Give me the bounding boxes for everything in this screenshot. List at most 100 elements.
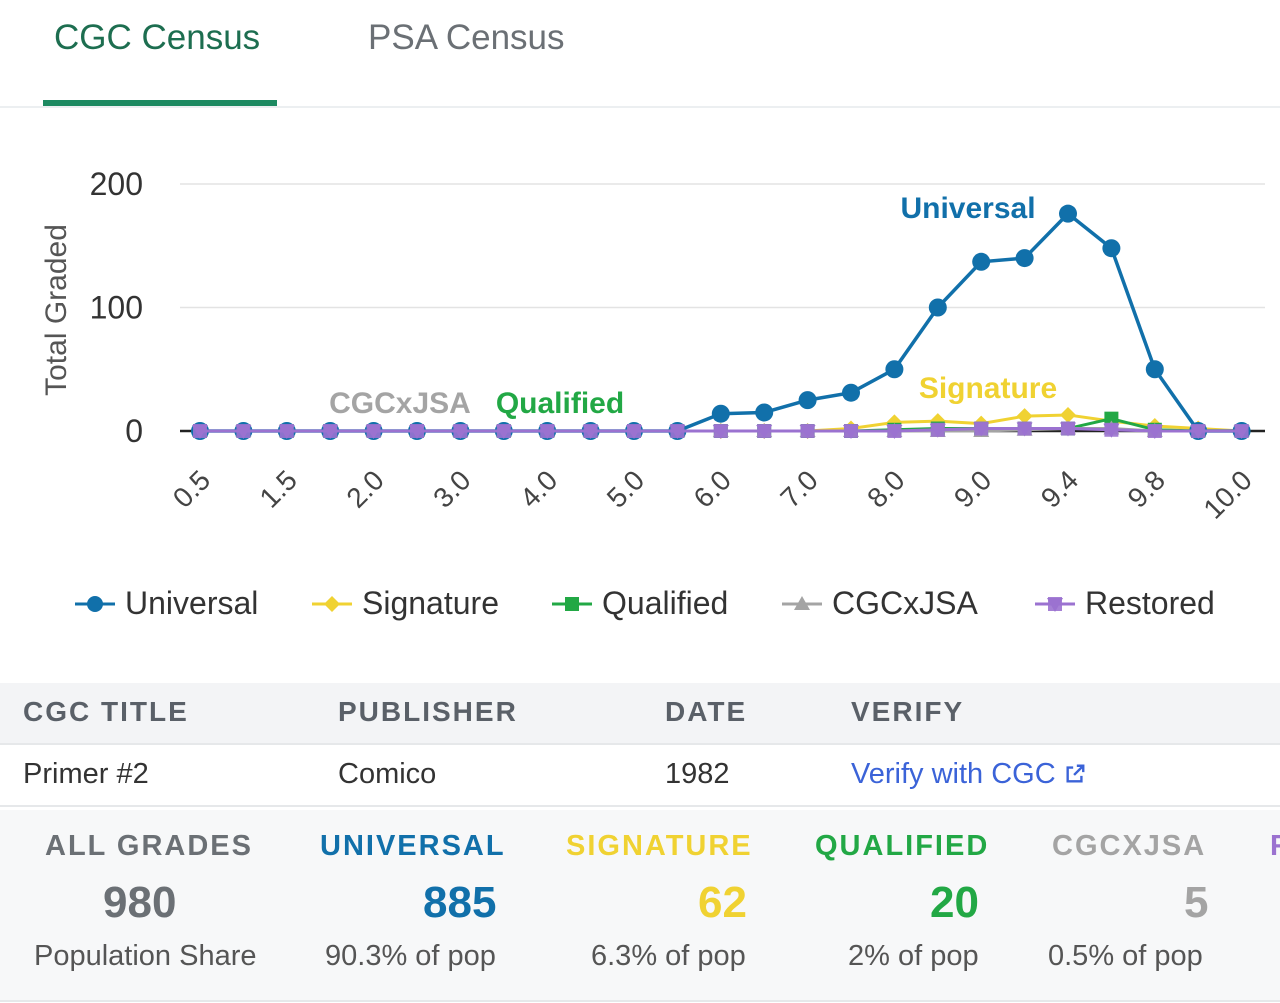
data-point-restored[interactable] <box>929 422 946 438</box>
stat-value: 62 <box>698 878 747 927</box>
data-point-signature[interactable] <box>1016 408 1033 425</box>
header-publisher: PUBLISHER <box>338 696 518 727</box>
data-point-restored[interactable] <box>582 424 599 439</box>
data-point-restored[interactable] <box>495 424 512 439</box>
data-point-restored[interactable] <box>799 424 816 439</box>
data-point-universal[interactable] <box>1145 360 1164 379</box>
data-point-restored[interactable] <box>365 424 382 439</box>
data-point-restored[interactable] <box>756 424 773 439</box>
stat-share: 0.5% of pop <box>1048 940 1203 972</box>
data-point-restored[interactable] <box>322 424 339 439</box>
y-axis-label: Total Graded <box>40 224 73 396</box>
data-point-universal[interactable] <box>972 252 991 271</box>
data-point-restored[interactable] <box>539 424 556 439</box>
stat-value: 980 <box>103 878 177 927</box>
cell-title: Primer #2 <box>23 758 149 790</box>
table-header: CGC TITLE PUBLISHER DATE VERIFY <box>0 683 1280 745</box>
x-tick-label: 4.0 <box>514 464 563 513</box>
header-cgc-title: CGC TITLE <box>23 696 189 727</box>
legend-marker-icon <box>1035 596 1075 612</box>
stat-share: 6.3% of pop <box>591 940 746 972</box>
data-point-signature[interactable] <box>1060 406 1076 423</box>
data-point-universal[interactable] <box>842 383 860 402</box>
tab-cgc-census[interactable]: CGC Census <box>54 18 261 57</box>
x-tick-label: 9.8 <box>1122 464 1171 513</box>
data-point-restored[interactable] <box>409 424 425 439</box>
data-point-universal[interactable] <box>885 360 904 379</box>
cell-publisher: Comico <box>338 758 437 790</box>
data-point-universal[interactable] <box>928 298 947 317</box>
annotation-cgcxjsa: CGCxJSA <box>329 387 471 420</box>
x-tick-label: 0.5 <box>167 464 216 513</box>
legend-marker-icon <box>75 595 115 612</box>
data-point-restored[interactable] <box>712 424 729 439</box>
data-point-restored[interactable] <box>1016 421 1033 437</box>
data-point-restored[interactable] <box>1233 424 1250 439</box>
data-point-restored[interactable] <box>452 424 469 439</box>
x-tick-label: 9.4 <box>1035 464 1084 513</box>
data-point-universal[interactable] <box>1059 204 1077 223</box>
table-row: Primer #2 Comico 1982 Verify with CGC <box>0 745 1280 807</box>
x-tick-label: 7.0 <box>774 464 823 513</box>
population-stats: ALL GRADES 980 Population Share UNIVERSAL 88… <box>0 810 1280 1002</box>
legend-label: Qualified <box>602 585 729 621</box>
legend-label: Restored <box>1085 585 1215 621</box>
data-point-restored[interactable] <box>278 424 295 439</box>
stat-share: Population Share <box>34 940 257 972</box>
x-tick-label: 5.0 <box>601 464 650 513</box>
data-point-universal[interactable] <box>1015 249 1034 268</box>
external-link-icon <box>1066 764 1085 783</box>
x-tick-label: 2.0 <box>340 464 389 513</box>
data-point-restored[interactable] <box>626 424 642 439</box>
data-point-universal[interactable] <box>755 403 774 422</box>
chart-legend: Universal Signature Qualified CGCxJSA Restor… <box>0 585 1280 635</box>
census-tabs: CGC Census PSA Census <box>0 0 1280 108</box>
legend-label: Signature <box>362 585 499 621</box>
legend-label: Universal <box>125 585 259 621</box>
legend-item-qualified[interactable]: Qualified <box>552 585 728 622</box>
y-tick-label: 0 <box>125 413 143 449</box>
legend-item-cgcxjsa[interactable]: CGCxJSA <box>782 585 978 622</box>
y-tick-label: 100 <box>90 290 143 326</box>
stat-share: 90.3% of pop <box>325 940 496 972</box>
data-point-restored[interactable] <box>1146 424 1163 439</box>
data-point-qualified[interactable] <box>1104 411 1119 426</box>
stat-value: 5 <box>1184 878 1209 927</box>
data-point-restored[interactable] <box>973 421 990 437</box>
data-point-restored[interactable] <box>235 424 252 439</box>
tab-psa-census[interactable]: PSA Census <box>368 18 565 57</box>
data-point-restored[interactable] <box>669 424 686 439</box>
stat-label: CGCXJSA <box>1052 830 1207 862</box>
cell-date: 1982 <box>665 758 730 790</box>
legend-item-restored[interactable]: Restored <box>1035 585 1215 622</box>
verify-link[interactable]: Verify with CGC <box>851 758 1086 791</box>
legend-marker-icon <box>782 595 822 610</box>
data-point-universal[interactable] <box>711 404 730 423</box>
data-point-universal[interactable] <box>1102 239 1121 258</box>
data-point-restored[interactable] <box>1103 422 1120 438</box>
header-date: DATE <box>665 696 748 727</box>
data-point-restored[interactable] <box>1060 421 1076 437</box>
x-tick-label: 3.0 <box>427 464 476 513</box>
x-tick-label: 9.0 <box>948 464 997 513</box>
x-tick-label: 1.5 <box>254 464 303 513</box>
data-point-restored[interactable] <box>192 424 208 439</box>
annotation-universal: Universal <box>900 192 1035 225</box>
stat-value: 885 <box>423 878 497 927</box>
legend-label: CGCxJSA <box>832 585 978 621</box>
stat-label: QUALIFIED <box>815 830 990 862</box>
legend-item-signature[interactable]: Signature <box>312 585 499 622</box>
data-point-restored[interactable] <box>843 424 859 439</box>
x-tick-label: 6.0 <box>688 464 737 513</box>
legend-marker-icon <box>552 596 592 611</box>
legend-marker-icon <box>312 595 352 612</box>
stat-label: SIGNATURE <box>566 830 753 862</box>
y-tick-label: 200 <box>90 166 143 202</box>
stat-label: ALL GRADES <box>45 830 253 862</box>
legend-item-universal[interactable]: Universal <box>75 585 258 622</box>
verify-link-label: Verify with CGC <box>851 758 1056 790</box>
data-point-universal[interactable] <box>798 391 817 410</box>
stat-value: 20 <box>930 878 979 927</box>
data-point-restored[interactable] <box>1190 424 1207 439</box>
data-point-restored[interactable] <box>886 424 903 439</box>
